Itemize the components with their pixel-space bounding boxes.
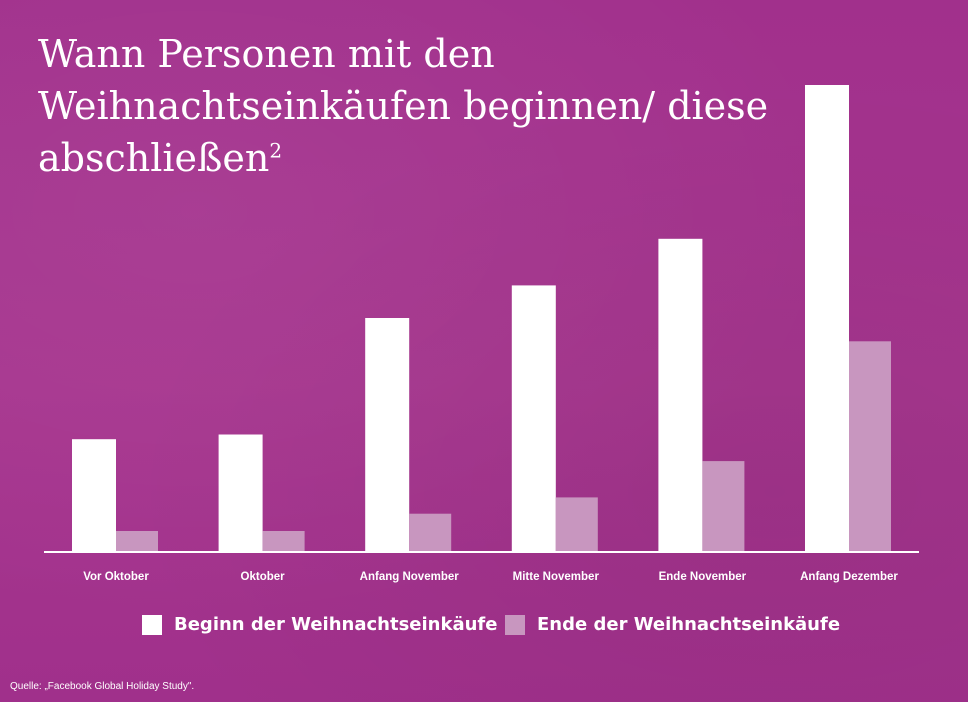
x-tick-label: Anfang Dezember bbox=[800, 571, 898, 583]
bar-begin-4 bbox=[658, 238, 703, 552]
legend-swatch-begin bbox=[142, 614, 162, 635]
legend-swatch-end bbox=[505, 614, 525, 635]
bar-begin-3 bbox=[511, 285, 556, 551]
bar-begin-5 bbox=[805, 85, 849, 551]
legend: Beginn der Weihnachtseinkäufe Ende der W… bbox=[0, 614, 968, 640]
x-tick-label: Oktober bbox=[241, 571, 286, 583]
chart-title-text: Wann Personen mit den Weihnachtseinkäufe… bbox=[38, 32, 769, 180]
x-tick-label: Vor Oktober bbox=[83, 571, 149, 583]
source-note: Quelle: „Facebook Global Holiday Study". bbox=[10, 681, 195, 692]
x-tick-label: Mitte November bbox=[513, 571, 600, 583]
bar-end-5 bbox=[849, 341, 891, 551]
x-tick-label: Ende November bbox=[659, 571, 747, 583]
chart-title: Wann Personen mit den Weihnachtseinkäufe… bbox=[38, 28, 798, 184]
legend-label-begin: Beginn der Weihnachtseinkäufe bbox=[174, 614, 498, 635]
legend-label-end: Ende der Weihnachtseinkäufe bbox=[537, 614, 841, 635]
bar-end-2 bbox=[409, 513, 452, 551]
bar-begin-0 bbox=[72, 439, 116, 551]
x-tick-label: Anfang November bbox=[360, 571, 460, 583]
bar-end-4 bbox=[702, 461, 745, 551]
bar-end-0 bbox=[116, 531, 158, 551]
bar-begin-1 bbox=[218, 434, 263, 551]
title-footnote: 2 bbox=[269, 138, 283, 163]
bar-end-3 bbox=[555, 497, 598, 551]
bar-begin-2 bbox=[365, 318, 410, 551]
legend-item-begin: Beginn der Weihnachtseinkäufe bbox=[142, 614, 497, 635]
bar-end-1 bbox=[262, 531, 305, 551]
legend-item-end: Ende der Weihnachtseinkäufe bbox=[505, 614, 840, 635]
